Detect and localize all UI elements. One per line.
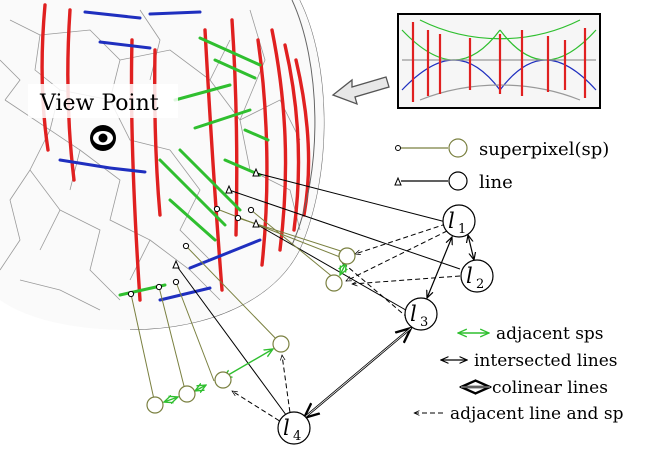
- sp-node: [214, 371, 232, 389]
- svg-text:1: 1: [458, 222, 466, 237]
- sp-node: [272, 335, 290, 353]
- sp-nodes: [146, 247, 356, 414]
- edge-legend-adjacent-sps: adjacent sps: [458, 324, 604, 344]
- line-relations: [304, 235, 474, 418]
- line-connections: [175, 172, 461, 424]
- sp-node: [146, 396, 164, 414]
- svg-text:adjacent sps: adjacent sps: [496, 324, 604, 344]
- view-point-label-bg: [28, 84, 178, 118]
- legend-line-label: line: [479, 172, 513, 193]
- svg-text:l: l: [448, 209, 455, 233]
- line-node-l3: l 3: [404, 297, 438, 331]
- panorama-sphere: [0, 0, 325, 330]
- line-node-l1: l 1: [442, 204, 476, 238]
- svg-text:l: l: [283, 416, 290, 440]
- svg-text:colinear lines: colinear lines: [492, 378, 608, 398]
- eye-icon: [90, 125, 116, 151]
- legend-line: line: [394, 171, 513, 193]
- sp-node: [178, 385, 196, 403]
- line-node-l4: l 4: [277, 411, 311, 445]
- svg-text:adjacent line and sp: adjacent line and sp: [450, 404, 624, 424]
- legend-superpixel: superpixel(sp): [395, 138, 609, 160]
- edge-legend-adjacent-line-sp: adjacent line and sp: [414, 404, 624, 424]
- sp-node: [325, 274, 343, 292]
- sp-node: [338, 247, 356, 265]
- svg-text:l: l: [466, 264, 473, 288]
- blue-lines: [58, 10, 262, 302]
- svg-text:3: 3: [420, 315, 428, 330]
- svg-text:2: 2: [476, 277, 484, 292]
- line-markers: [172, 167, 260, 269]
- panorama-thumbnail: [397, 13, 601, 109]
- view-point-label: View Point: [39, 91, 159, 116]
- svg-text:intersected lines: intersected lines: [474, 351, 618, 371]
- legend-superpixel-label: superpixel(sp): [479, 139, 609, 160]
- svg-text:l: l: [410, 302, 417, 326]
- edge-legend-colinear-lines: colinear lines: [461, 378, 608, 398]
- edge-legend-intersected-lines: intersected lines: [441, 351, 618, 371]
- sp-markers: [127, 205, 255, 298]
- big-left-arrow-icon: [331, 76, 390, 106]
- adjacent-sp-arrows: [164, 263, 346, 402]
- red-lines: [40, 3, 311, 302]
- svg-text:4: 4: [293, 429, 301, 444]
- line-node-l2: l 2: [460, 259, 494, 293]
